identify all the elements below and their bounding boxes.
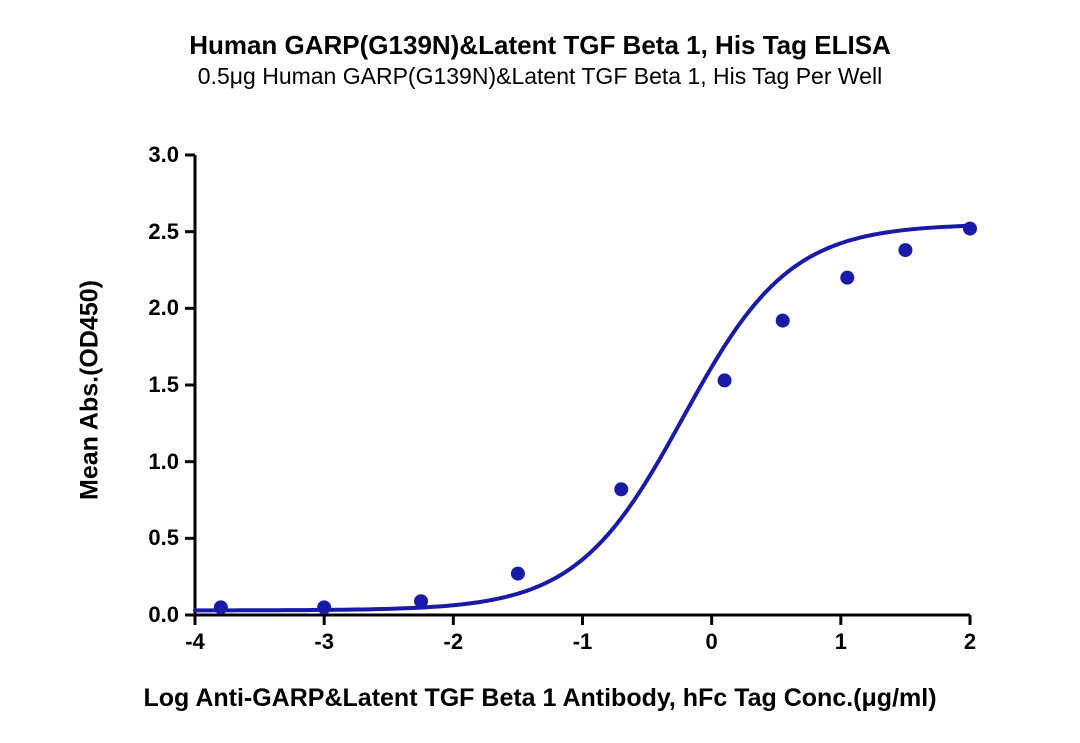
x-tick-label: -1 [573, 629, 593, 655]
x-tick-label: 2 [964, 629, 976, 655]
y-tick-label: 3.0 [148, 142, 179, 168]
y-tick-label: 0.5 [148, 525, 179, 551]
x-tick-label: -2 [444, 629, 464, 655]
chart-container: Human GARP(G139N)&Latent TGF Beta 1, His… [0, 0, 1080, 743]
y-tick-label: 1.5 [148, 372, 179, 398]
x-tick-label: -3 [314, 629, 334, 655]
y-tick-label: 0.0 [148, 602, 179, 628]
y-tick-label: 2.5 [148, 219, 179, 245]
x-tick-label: 1 [835, 629, 847, 655]
x-tick-label: -4 [185, 629, 205, 655]
y-tick-label: 1.0 [148, 449, 179, 475]
x-tick-label: 0 [706, 629, 718, 655]
y-tick-label: 2.0 [148, 295, 179, 321]
